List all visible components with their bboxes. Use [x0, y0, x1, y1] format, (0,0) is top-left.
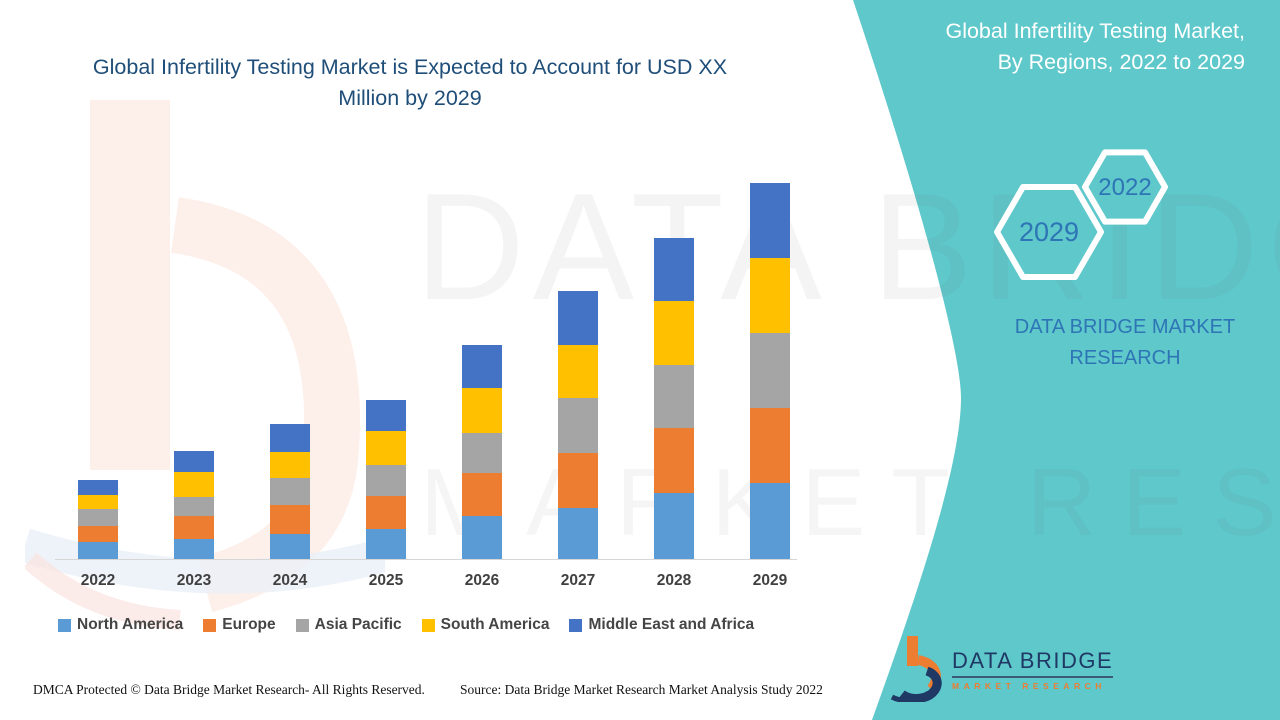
bar-segment-middle-east-and-africa — [366, 400, 406, 431]
hex-year-2029: 2029 — [1019, 217, 1079, 247]
hexagon-2022-icon — [1082, 149, 1168, 225]
bar-segment-europe — [78, 526, 118, 542]
bar-segment-middle-east-and-africa — [750, 183, 790, 258]
x-axis-label-2028: 2028 — [656, 572, 692, 589]
bar-segment-asia-pacific — [78, 509, 118, 526]
legend-label-north-america: North America — [77, 616, 184, 633]
bar-segment-europe — [270, 505, 310, 534]
bar-segment-middle-east-and-africa — [78, 480, 118, 495]
bar-segment-south-america — [462, 388, 502, 433]
bar-segment-south-america — [78, 495, 118, 509]
side-panel-title: Global Infertility Testing Market, By Re… — [945, 19, 1245, 75]
bar-segment-north-america — [270, 534, 310, 559]
bar-segment-asia-pacific — [558, 398, 598, 453]
legend-item-middle-east-and-africa: Middle East and Africa — [569, 616, 754, 634]
legend-item-asia-pacific: Asia Pacific — [295, 616, 402, 634]
legend-label-middle-east-and-africa: Middle East and Africa — [588, 616, 755, 633]
x-axis-label-2026: 2026 — [464, 572, 500, 589]
bar-segment-south-america — [270, 452, 310, 478]
bar-2023 — [174, 451, 214, 559]
bar-segment-north-america — [174, 539, 214, 559]
databridge-logo: DATA BRIDGE MARKET RESEARCH — [890, 636, 1114, 702]
hexagon-2029-icon — [994, 184, 1104, 280]
brand-caption: DATA BRIDGE MARKET RESEARCH — [1014, 316, 1236, 369]
x-axis-label-2029: 2029 — [752, 572, 788, 589]
bar-segment-middle-east-and-africa — [462, 345, 502, 388]
bar-segment-north-america — [750, 483, 790, 559]
bar-segment-asia-pacific — [750, 333, 790, 408]
bar-segment-europe — [654, 428, 694, 493]
x-axis-label-2024: 2024 — [272, 572, 308, 589]
x-axis-label-2023: 2023 — [176, 572, 212, 589]
year-hexagons: 2022 2029 — [994, 149, 1168, 280]
legend-swatch-middle-east-and-africa — [569, 618, 583, 632]
bar-2029 — [750, 183, 790, 559]
hex-year-2022: 2022 — [1098, 174, 1151, 201]
legend-swatch-north-america — [58, 618, 71, 632]
x-axis-label-2025: 2025 — [368, 572, 404, 589]
bar-segment-middle-east-and-africa — [270, 424, 310, 452]
legend: North America Europe Asia Pacific South Ame… — [58, 616, 754, 634]
databridge-logo-icon — [890, 636, 942, 702]
bar-segment-south-america — [174, 472, 214, 497]
bar-segment-asia-pacific — [270, 478, 310, 505]
logo-subtitle: MARKET RESEARCH — [952, 680, 1106, 691]
legend-item-north-america: North America — [58, 616, 183, 634]
bar-segment-south-america — [654, 301, 694, 365]
bar-segment-europe — [558, 453, 598, 508]
x-axis-label-2027: 2027 — [560, 572, 596, 589]
bar-2026 — [462, 345, 502, 559]
bar-segment-middle-east-and-africa — [174, 451, 214, 472]
bar-segment-middle-east-and-africa — [654, 238, 694, 301]
footer-source: Source: Data Bridge Market Research Mark… — [460, 682, 823, 697]
bar-segment-middle-east-and-africa — [558, 291, 598, 345]
bar-segment-north-america — [78, 542, 118, 559]
bar-segment-asia-pacific — [654, 365, 694, 428]
footer-dmca: DMCA Protected © Data Bridge Market Rese… — [33, 682, 425, 697]
x-axis-labels: 2022 2023 2024 2025 2026 2027 2028 2029 — [55, 572, 795, 596]
bar-segment-europe — [750, 408, 790, 483]
bar-2028 — [654, 238, 694, 559]
bar-segment-europe — [462, 473, 502, 516]
bar-segment-asia-pacific — [366, 465, 406, 496]
bar-segment-north-america — [558, 508, 598, 559]
bar-segment-north-america — [462, 516, 502, 559]
bar-segment-south-america — [558, 345, 598, 398]
bar-segment-asia-pacific — [462, 433, 502, 473]
chart-title: Global Infertility Testing Market is Exp… — [92, 55, 728, 111]
x-axis-line — [55, 559, 797, 560]
bar-2027 — [558, 291, 598, 559]
legend-swatch-europe — [203, 618, 217, 632]
legend-label-asia-pacific: Asia Pacific — [314, 616, 402, 633]
legend-swatch-asia-pacific — [295, 618, 309, 632]
legend-label-south-america: South America — [440, 616, 550, 633]
x-axis-label-2022: 2022 — [80, 572, 116, 589]
legend-label-europe: Europe — [222, 616, 276, 633]
bar-2024 — [270, 424, 310, 559]
bar-segment-north-america — [654, 493, 694, 559]
bar-segment-north-america — [366, 529, 406, 559]
plot-area — [55, 154, 795, 559]
bar-segment-south-america — [366, 431, 406, 465]
bar-segment-south-america — [750, 258, 790, 333]
logo-name: DATA BRIDGE — [952, 648, 1114, 678]
bar-2022 — [78, 480, 118, 559]
bar-segment-asia-pacific — [174, 497, 214, 516]
bar-segment-europe — [366, 496, 406, 529]
bar-2025 — [366, 400, 406, 559]
legend-swatch-south-america — [421, 618, 435, 632]
bar-segment-europe — [174, 516, 214, 539]
legend-item-south-america: South America — [421, 616, 550, 634]
legend-item-europe: Europe — [203, 616, 276, 634]
